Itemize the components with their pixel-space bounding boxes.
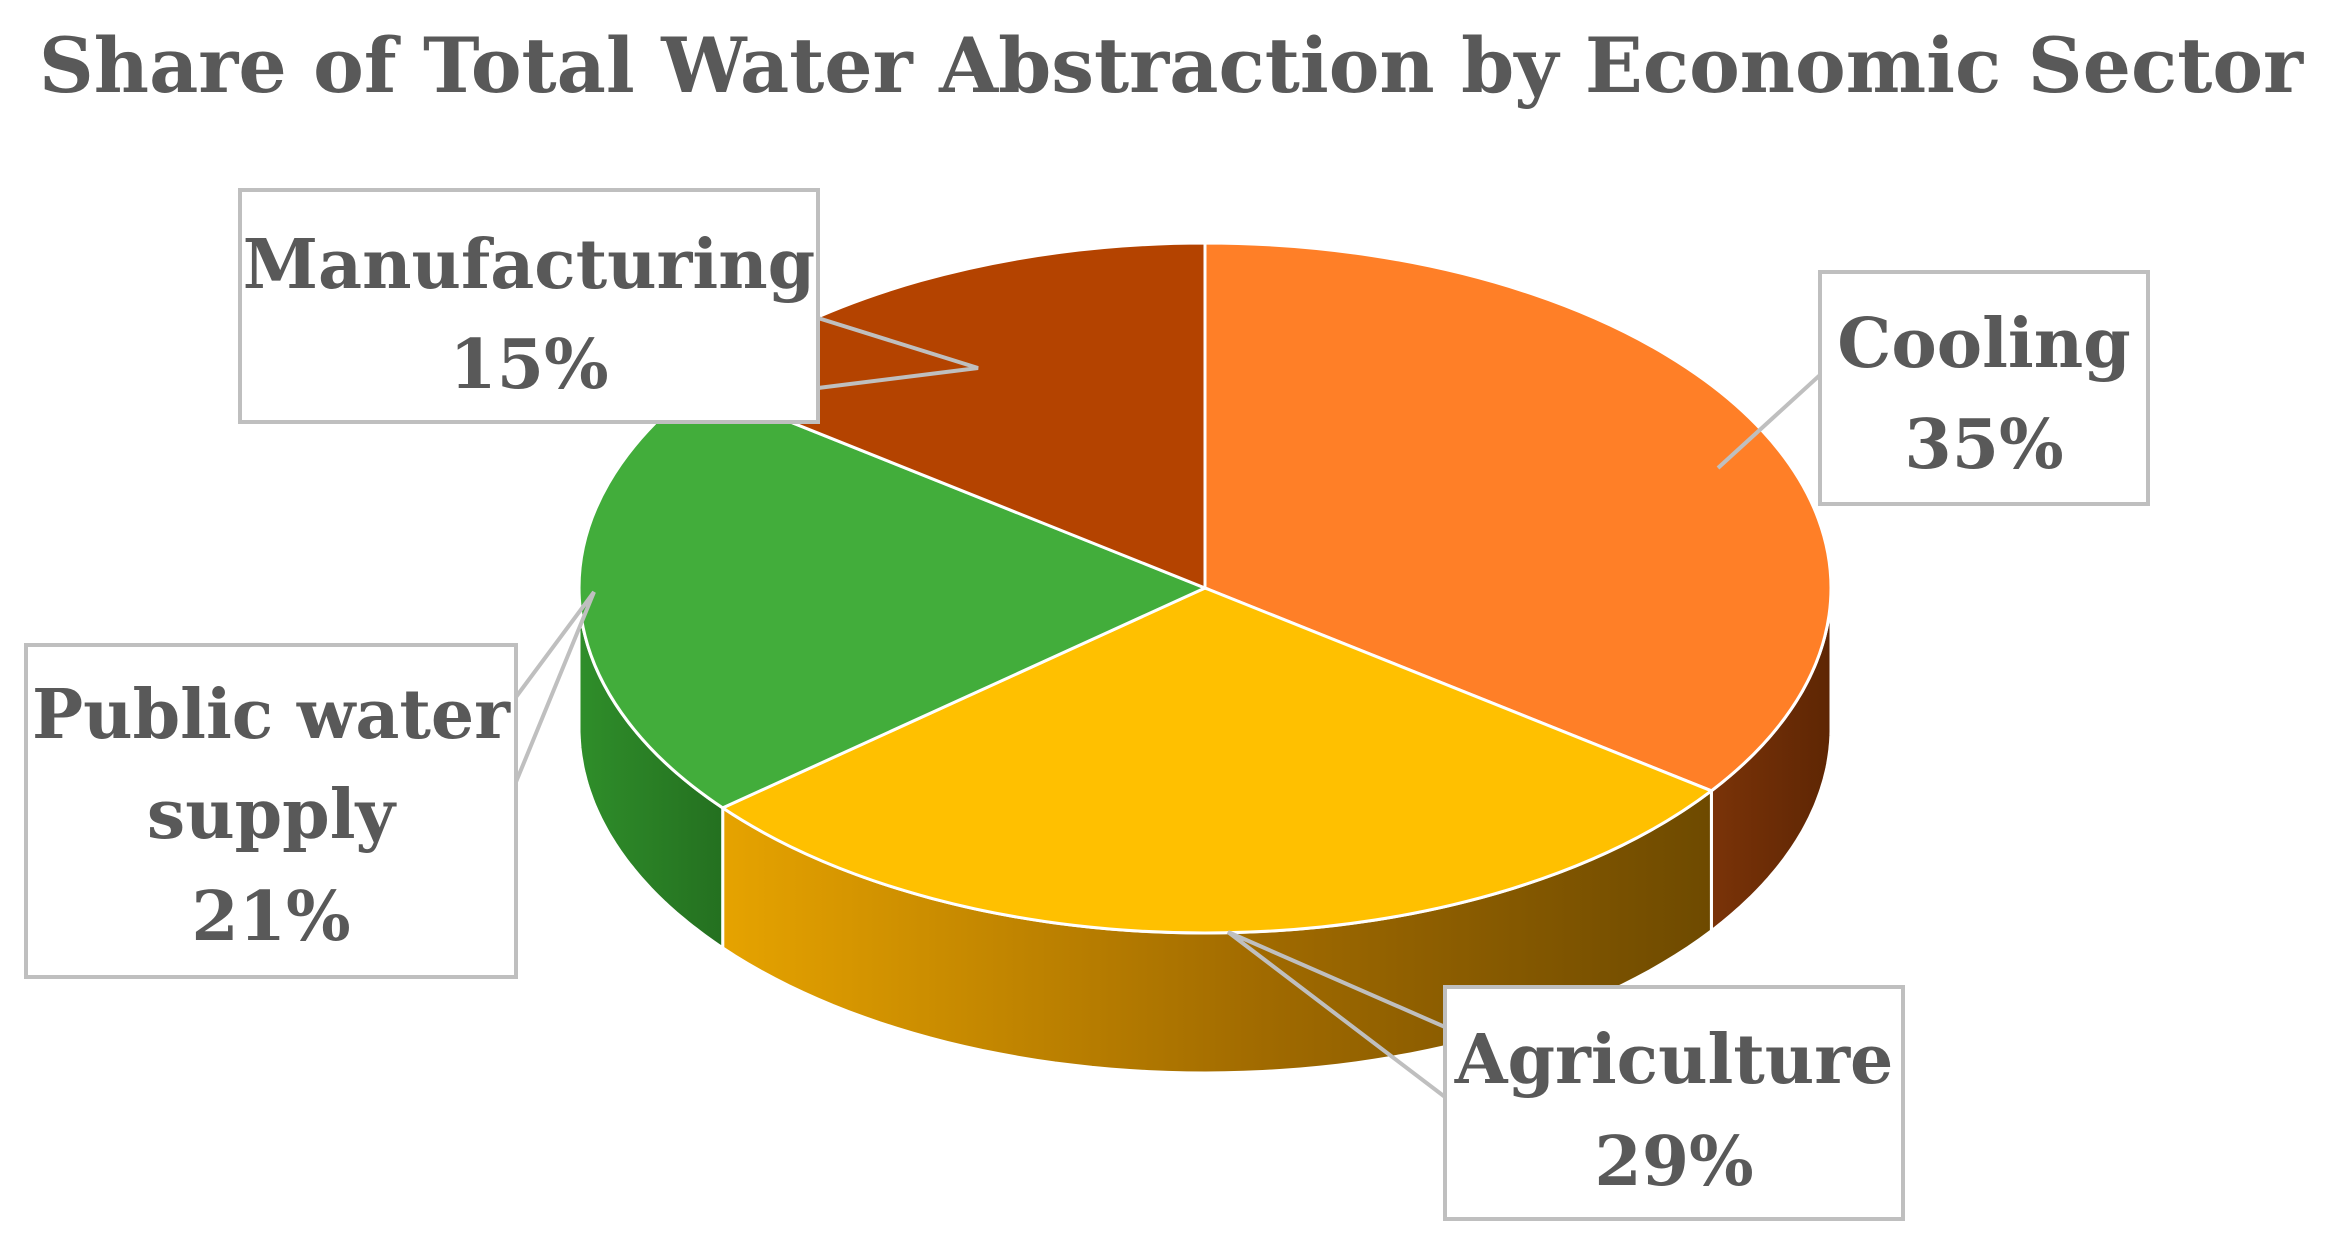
pie-slice-cooling	[1203, 241, 1833, 793]
data-label-box-cooling	[1818, 270, 2150, 506]
data-label-cooling-value: 35%	[1904, 405, 2063, 485]
callout-agriculture: Agriculture 29%	[1226, 930, 1905, 1221]
data-label-public-water-supply-name-line2: supply	[147, 775, 398, 855]
pie-top-faces	[577, 241, 1833, 935]
data-label-manufacturing-value: 15%	[449, 325, 608, 405]
leader-line-manufacturing	[817, 316, 979, 390]
data-label-public-water-supply-value: 21%	[191, 877, 350, 957]
leader-line-agriculture	[1226, 930, 1447, 1099]
data-label-box-public-water-supply	[24, 643, 518, 979]
data-label-agriculture-value: 29%	[1594, 1122, 1753, 1202]
data-label-public-water-supply-name-line1: Public water	[32, 675, 511, 755]
callout-cooling: Cooling 35%	[1716, 270, 2150, 506]
callout-public-water-supply: Public water supply 21%	[24, 590, 596, 979]
pie-slice-public-water-supply	[577, 383, 1209, 810]
data-label-box-agriculture	[1443, 985, 1905, 1221]
pie-slice-agriculture	[719, 586, 1715, 935]
callout-manufacturing: Manufacturing 15%	[238, 188, 979, 424]
data-label-cooling-name: Cooling	[1837, 304, 2130, 384]
data-label-agriculture-name: Agriculture	[1454, 1020, 1894, 1100]
leader-line-cooling	[1716, 373, 1822, 470]
data-label-manufacturing-name: Manufacturing	[243, 225, 815, 305]
data-label-box-manufacturing	[238, 188, 820, 424]
chart-title: Share of Total Water Abstraction by Econ…	[39, 21, 2304, 110]
leader-line-public-water-supply	[514, 590, 596, 783]
